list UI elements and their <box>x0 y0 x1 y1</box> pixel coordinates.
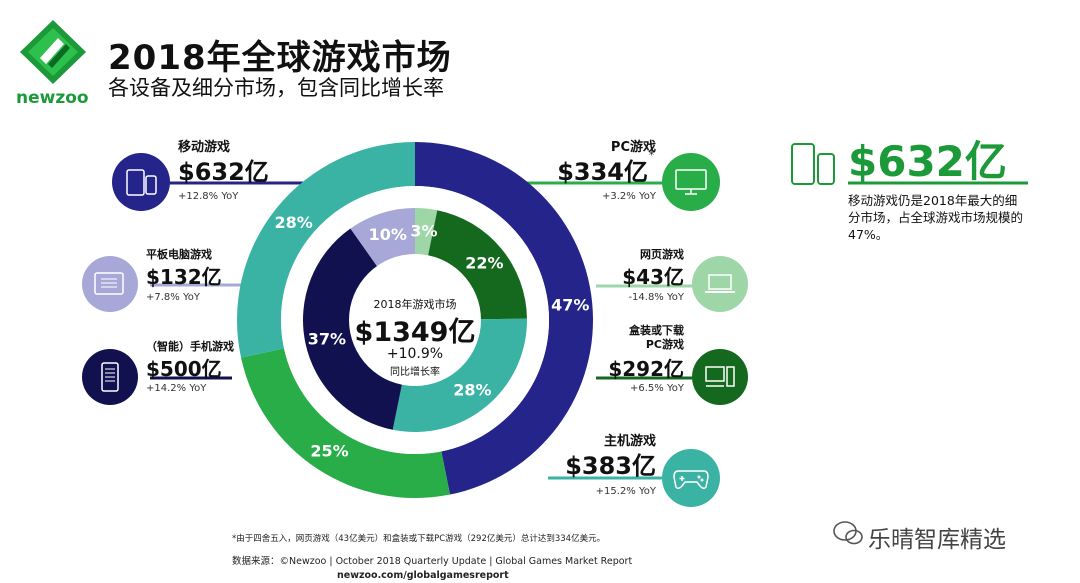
inner-label-tablet: 10% <box>369 225 407 244</box>
console-value: $383亿 <box>565 452 656 480</box>
outer-label-pc: 25% <box>310 441 348 460</box>
smartphone-yoy: +14.2% YoY <box>146 383 207 394</box>
tablet-yoy: +7.8% YoY <box>146 292 200 303</box>
smartphone-value: $500亿 <box>146 357 222 381</box>
mobile-value: $632亿 <box>178 158 269 186</box>
smartphone-icon <box>82 349 138 405</box>
tablet-icon <box>82 256 138 312</box>
source-note: 数据来源：©Newzoo | October 2018 Quarterly Up… <box>232 556 633 567</box>
console-title: 主机游戏 <box>603 434 656 449</box>
pc-title: PC游戏 <box>610 140 656 155</box>
pc-icon <box>662 153 720 211</box>
mobile-devices-icon <box>791 143 835 185</box>
boxed-title-line1: 盒装或下载 <box>629 324 684 337</box>
outer-label-console: 28% <box>274 213 312 232</box>
page-subtitle: 各设备及细分市场，包含同比增长率 <box>108 76 444 100</box>
wechat-icon <box>833 521 863 545</box>
page-title: 2018年全球游戏市场 <box>108 38 452 78</box>
browser-value: $43亿 <box>622 265 684 289</box>
report-url: newzoo.com/globalgamesreport <box>337 570 509 581</box>
outer-slice-pc <box>241 348 451 498</box>
inner-label-browser: 3% <box>410 221 437 240</box>
console-yoy: +15.2% YoY <box>595 486 656 497</box>
smartphone-title: （智能）手机游戏 <box>146 340 234 353</box>
mobile-icon <box>112 153 170 211</box>
boxed-title-line2: PC游戏 <box>645 338 684 351</box>
inner-label-boxed-pc: 22% <box>465 254 503 273</box>
highlight-text: 移动游戏仍是2018年最大的细分市场，占全球游戏市场规模的47%。 <box>848 193 1024 242</box>
inner-label-console: 28% <box>453 380 491 399</box>
boxed-pc-icon <box>692 349 748 405</box>
center-label: 2018年游戏市场 <box>373 298 457 311</box>
console-icon <box>662 449 720 507</box>
footnote: *由于四舍五入，网页游戏（43亿美元）和盒装或下载PC游戏（292亿美元）总计达… <box>232 534 606 544</box>
browser-title: 网页游戏 <box>640 248 684 261</box>
browser-yoy: -14.8% YoY <box>628 292 684 303</box>
mobile-title: 移动游戏 <box>178 140 231 155</box>
center-growth: +10.9% <box>386 346 444 362</box>
outer-slice-mobile <box>415 142 593 495</box>
pc-yoy: +3.2% YoY <box>602 191 656 202</box>
pc-value: $334亿 <box>557 158 648 186</box>
center-total: $1349亿 <box>354 317 476 348</box>
boxed-value: $292亿 <box>608 357 684 381</box>
outer-slice-console <box>236 142 415 358</box>
donut-center <box>349 254 481 386</box>
watermark: 乐晴智库精选 <box>868 527 1006 553</box>
tablet-value: $132亿 <box>146 265 222 289</box>
boxed-yoy: +6.5% YoY <box>630 383 684 394</box>
newzoo-logo-icon <box>20 20 86 84</box>
pc-footnote-mark: * <box>649 150 654 161</box>
highlight-value: $632亿 <box>848 137 1007 186</box>
brand-name: newzoo <box>16 88 89 108</box>
outer-label-mobile: 47% <box>551 296 589 315</box>
inner-label-smartphone: 37% <box>308 330 346 349</box>
browser-icon <box>692 256 748 312</box>
mobile-yoy: +12.8% YoY <box>178 191 239 202</box>
ring-gap <box>281 186 549 454</box>
tablet-title: 平板电脑游戏 <box>146 248 212 261</box>
center-growth-label: 同比增长率 <box>390 367 440 378</box>
